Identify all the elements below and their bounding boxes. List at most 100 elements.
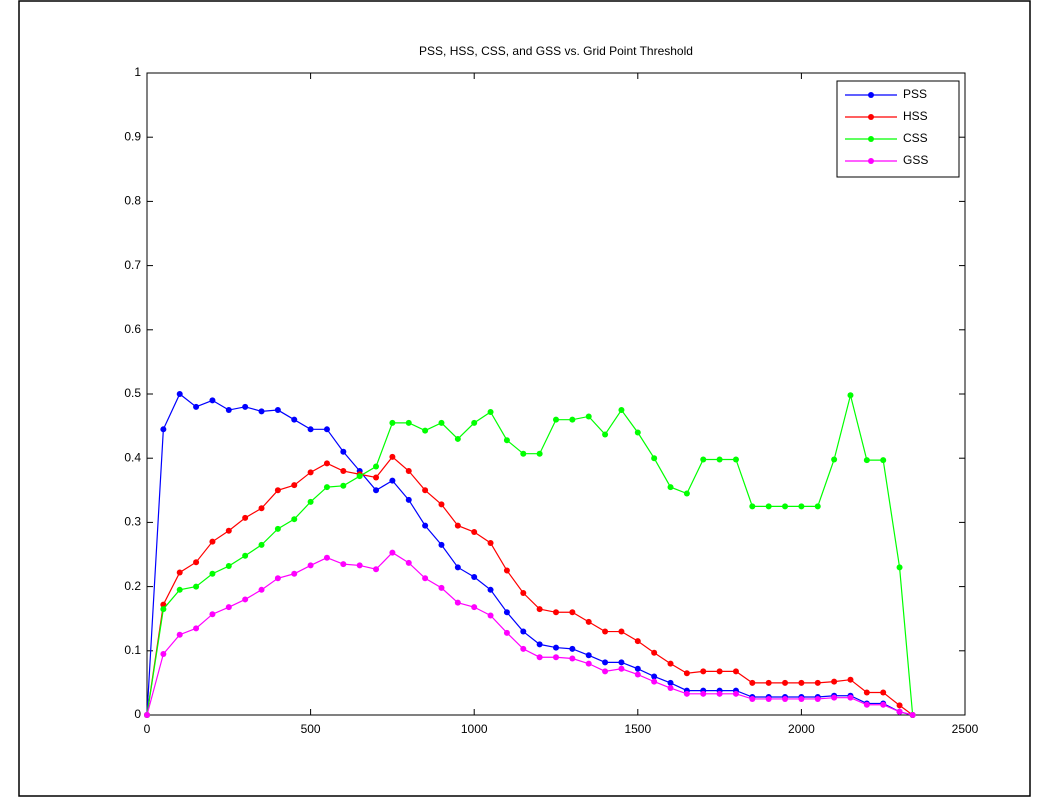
data-point	[487, 539, 494, 546]
data-point	[209, 538, 216, 545]
data-point	[242, 552, 249, 559]
y-tick-label: 0.1	[124, 643, 141, 657]
data-point	[667, 679, 674, 686]
data-point	[520, 590, 527, 597]
data-point	[520, 645, 527, 652]
data-point	[405, 419, 412, 426]
data-point	[209, 570, 216, 577]
data-point	[880, 457, 887, 464]
data-point	[291, 516, 298, 523]
data-point	[209, 397, 216, 404]
data-point	[454, 599, 461, 606]
data-point	[225, 563, 232, 570]
data-point	[405, 559, 412, 566]
data-point	[651, 455, 658, 462]
data-point	[585, 413, 592, 420]
data-point	[536, 654, 543, 661]
data-point	[242, 403, 249, 410]
data-point	[536, 606, 543, 613]
data-point	[716, 668, 723, 675]
data-point	[814, 695, 821, 702]
data-point	[618, 407, 625, 414]
axes-box	[146, 72, 966, 716]
y-tick-label: 0.3	[124, 515, 141, 529]
data-point	[340, 468, 347, 475]
data-point	[209, 611, 216, 618]
data-point	[618, 659, 625, 666]
data-point	[487, 408, 494, 415]
legend-label: PSS	[903, 87, 927, 101]
data-point	[193, 625, 200, 632]
data-point	[176, 391, 183, 397]
data-point	[258, 505, 265, 512]
data-point	[732, 690, 739, 697]
data-point	[847, 694, 854, 701]
data-point	[553, 644, 559, 651]
legend-label: CSS	[903, 131, 928, 145]
data-point	[847, 392, 854, 399]
data-point	[176, 586, 183, 593]
data-point	[683, 690, 690, 697]
data-point	[732, 456, 739, 463]
data-point	[553, 416, 559, 423]
data-point	[193, 559, 200, 566]
data-point	[373, 463, 380, 470]
data-point	[732, 668, 739, 675]
data-point	[651, 649, 658, 656]
data-point	[405, 496, 412, 503]
data-point	[438, 419, 445, 426]
data-point	[831, 456, 838, 463]
data-point	[651, 678, 658, 685]
x-tick-label: 500	[301, 722, 321, 736]
data-point	[454, 435, 461, 442]
y-tick-label: 0.9	[124, 129, 141, 143]
data-point	[307, 498, 314, 505]
x-tick-label: 0	[144, 722, 151, 736]
y-tick-label: 0.2	[124, 579, 141, 593]
data-point	[520, 450, 527, 457]
data-point	[667, 685, 674, 692]
data-point	[373, 566, 380, 573]
data-point	[258, 586, 265, 593]
data-point	[503, 629, 510, 636]
data-point	[389, 453, 396, 460]
data-point	[716, 456, 723, 463]
data-point	[814, 503, 821, 510]
data-point	[683, 490, 690, 497]
data-point	[471, 529, 478, 536]
data-point	[634, 429, 641, 436]
data-point	[569, 645, 576, 652]
data-point	[373, 487, 380, 494]
y-tick-label: 0.4	[124, 450, 141, 464]
data-point	[683, 670, 690, 677]
legend-marker	[868, 114, 874, 120]
data-point	[716, 690, 723, 697]
data-point	[160, 651, 167, 658]
legend-label: HSS	[903, 109, 928, 123]
data-point	[863, 701, 870, 708]
data-point	[323, 460, 330, 467]
y-tick-label: 0.6	[124, 322, 141, 336]
x-tick-label: 2500	[952, 722, 979, 736]
data-point	[323, 426, 330, 433]
data-point	[896, 564, 903, 571]
data-point	[258, 408, 265, 415]
data-point	[356, 473, 363, 480]
data-point	[389, 549, 396, 556]
legend-marker	[868, 158, 874, 164]
data-point	[373, 474, 380, 481]
data-point	[242, 596, 249, 603]
data-point	[749, 679, 756, 686]
data-point	[651, 673, 658, 680]
data-point	[553, 609, 559, 616]
data-point	[798, 679, 805, 686]
data-point	[569, 609, 576, 616]
data-point	[274, 407, 281, 414]
data-point	[569, 655, 576, 662]
data-point	[144, 712, 150, 718]
x-tick-label: 1500	[624, 722, 651, 736]
data-point	[880, 701, 887, 708]
data-point	[618, 628, 625, 635]
data-point	[634, 638, 641, 645]
